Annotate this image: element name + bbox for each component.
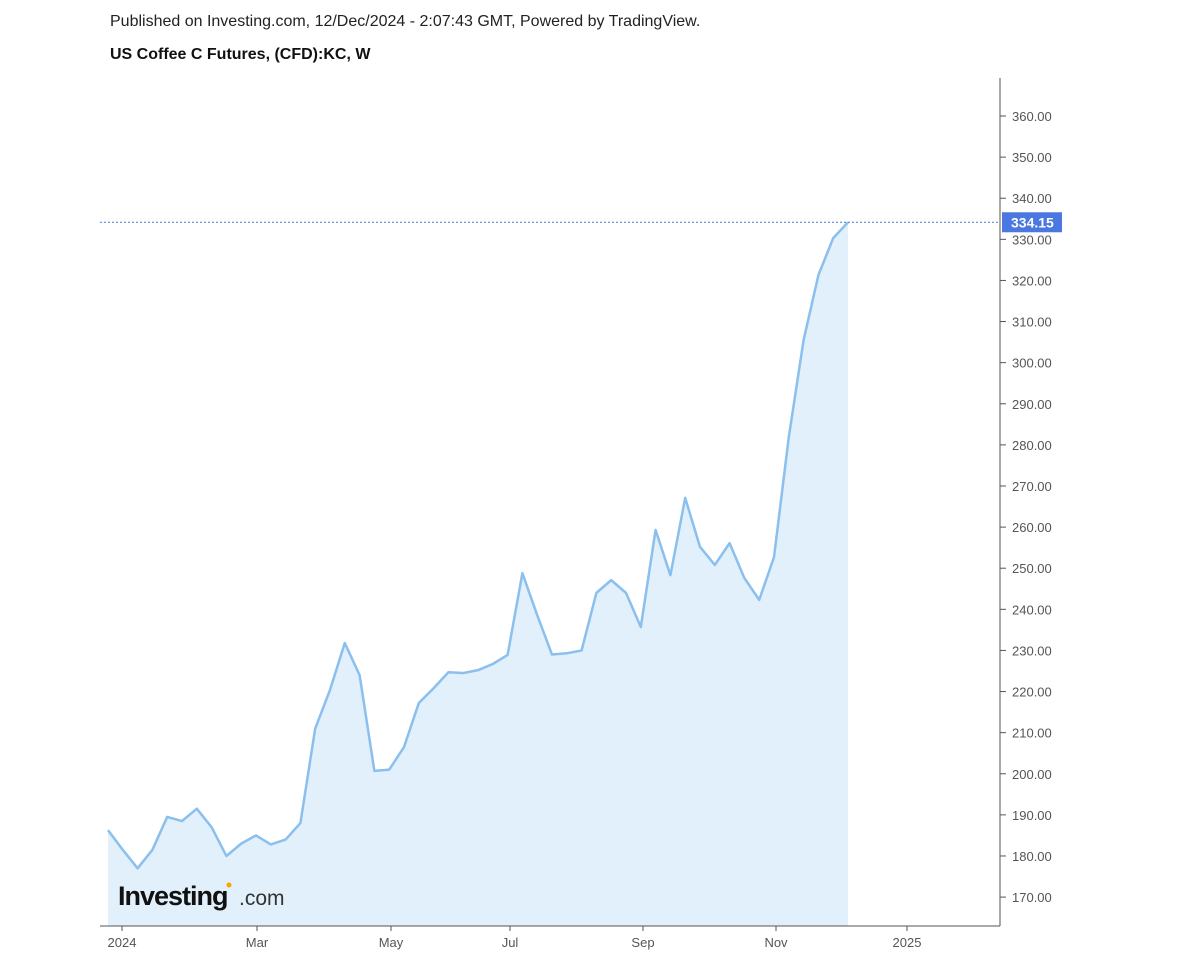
y-tick-label: 320.00 — [1012, 273, 1052, 288]
x-tick-label: May — [379, 935, 404, 950]
investing-logo: Investing .com — [118, 881, 285, 911]
y-tick-label: 280.00 — [1012, 438, 1052, 453]
x-tick-label: 2024 — [108, 935, 137, 950]
y-tick-label: 330.00 — [1012, 232, 1052, 247]
y-tick-label: 220.00 — [1012, 685, 1052, 700]
y-tick-label: 350.00 — [1012, 150, 1052, 165]
x-tick-label: Mar — [246, 935, 269, 950]
x-tick-label: 2025 — [893, 935, 922, 950]
published-caption: Published on Investing.com, 12/Dec/2024 … — [110, 13, 701, 30]
y-tick-label: 240.00 — [1012, 602, 1052, 617]
y-tick-label: 260.00 — [1012, 520, 1052, 535]
y-tick-label: 170.00 — [1012, 890, 1052, 905]
logo-text: Investing — [118, 881, 228, 911]
last-price-badge — [1002, 212, 1062, 233]
last-price-label: 334.15 — [1011, 214, 1054, 230]
y-tick-label: 300.00 — [1012, 356, 1052, 371]
y-tick-label: 190.00 — [1012, 808, 1052, 823]
y-tick-label: 290.00 — [1012, 397, 1052, 412]
x-tick-label: Nov — [764, 935, 788, 950]
logo-dot — [226, 882, 232, 888]
y-tick-label: 200.00 — [1012, 767, 1052, 782]
y-tick-label: 250.00 — [1012, 561, 1052, 576]
logo-suffix: .com — [239, 887, 285, 910]
y-tick-label: 230.00 — [1012, 643, 1052, 658]
x-tick-label: Jul — [502, 935, 519, 950]
x-tick-label: Sep — [631, 935, 654, 950]
y-tick-label: 340.00 — [1012, 191, 1052, 206]
y-tick-label: 310.00 — [1012, 315, 1052, 330]
y-tick-label: 270.00 — [1012, 479, 1052, 494]
chart-title: US Coffee C Futures, (CFD):KC, W — [110, 46, 371, 63]
area-fill — [108, 222, 848, 927]
y-tick-label: 360.00 — [1012, 109, 1052, 124]
y-tick-label: 180.00 — [1012, 849, 1052, 864]
y-tick-label: 210.00 — [1012, 726, 1052, 741]
